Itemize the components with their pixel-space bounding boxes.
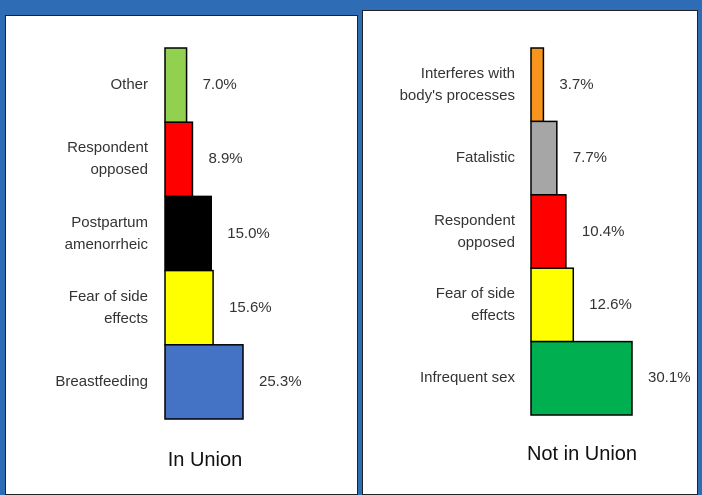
category-label: Breastfeeding bbox=[55, 372, 148, 390]
bar bbox=[164, 344, 244, 420]
bar bbox=[530, 47, 545, 123]
right-panel bbox=[362, 10, 698, 495]
category-label: Other bbox=[110, 76, 148, 94]
category-label: Fatalistic bbox=[455, 149, 515, 167]
bar bbox=[164, 47, 188, 123]
bar bbox=[530, 194, 567, 269]
bar bbox=[530, 120, 558, 196]
category-label: Interferes with body's processes bbox=[399, 64, 515, 104]
value-label: 8.9% bbox=[208, 150, 243, 168]
chart-title: Not in Union bbox=[526, 443, 638, 465]
category-label: Fear of side effects bbox=[68, 287, 148, 327]
bar bbox=[530, 267, 575, 343]
value-label: 7.7% bbox=[572, 149, 608, 167]
category-label: Postpartum amenorrheic bbox=[64, 213, 148, 253]
value-label: 3.7% bbox=[559, 75, 594, 93]
value-label: 30.1% bbox=[648, 369, 691, 387]
value-label: 7.0% bbox=[202, 76, 237, 94]
bar bbox=[530, 340, 633, 416]
bar bbox=[164, 195, 212, 272]
value-label: 15.6% bbox=[229, 298, 272, 316]
bar bbox=[164, 269, 214, 346]
value-label: 10.4% bbox=[581, 222, 625, 240]
value-label: 25.3% bbox=[259, 372, 302, 390]
category-label: Infrequent sex bbox=[419, 369, 515, 387]
value-label: 15.0% bbox=[227, 224, 270, 242]
bar bbox=[164, 121, 194, 198]
value-label: 12.6% bbox=[589, 295, 632, 313]
category-label: Respondent opposed bbox=[434, 211, 515, 251]
category-label: Respondent opposed bbox=[67, 139, 148, 179]
category-label: Fear of side effects bbox=[435, 284, 515, 324]
chart-title: In Union bbox=[167, 449, 243, 471]
